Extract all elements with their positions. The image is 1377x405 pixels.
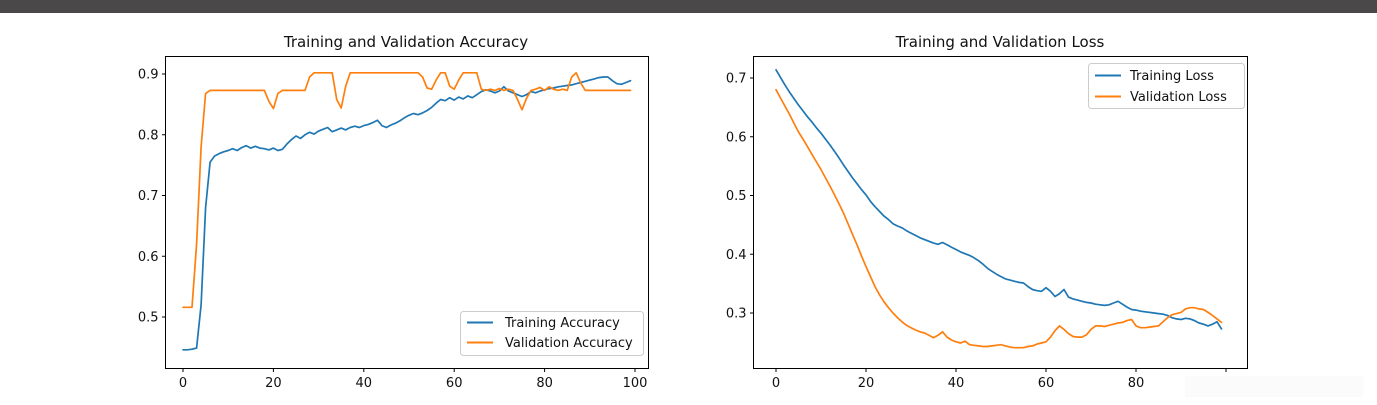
series-line-validation-loss bbox=[775, 88, 1223, 349]
legend-label: Validation Accuracy bbox=[505, 336, 633, 351]
y-tick-label: 0.8 bbox=[138, 128, 159, 143]
x-tick-label: 40 bbox=[948, 376, 965, 391]
x-tick-label: 40 bbox=[356, 376, 373, 391]
x-tick-label: 80 bbox=[1128, 376, 1145, 391]
y-tick-label: 0.5 bbox=[138, 311, 159, 326]
plot-border bbox=[753, 56, 1248, 369]
y-tick-label: 0.3 bbox=[726, 307, 747, 322]
y-tick-label: 0.5 bbox=[726, 189, 747, 204]
y-tick-label: 0.6 bbox=[138, 250, 159, 265]
series-line-training-loss bbox=[775, 68, 1223, 330]
y-tick-label: 0.6 bbox=[726, 130, 747, 145]
window-top-bar bbox=[0, 0, 1377, 13]
y-tick-label: 0.4 bbox=[726, 248, 747, 263]
y-tick-label: 0.7 bbox=[726, 72, 747, 87]
x-tick-label: 60 bbox=[1038, 376, 1055, 391]
accuracy-chart-title: Training and Validation Accuracy bbox=[283, 33, 529, 51]
x-tick-label: 100 bbox=[623, 376, 648, 391]
loss-chart-title: Training and Validation Loss bbox=[895, 33, 1105, 51]
series-line-validation-accuracy bbox=[182, 71, 632, 309]
x-tick-label: 80 bbox=[536, 376, 553, 391]
overlay-artifact bbox=[1185, 376, 1363, 397]
x-tick-label: 20 bbox=[265, 376, 282, 391]
legend-box bbox=[1088, 63, 1245, 109]
x-tick-label: 0 bbox=[772, 376, 780, 391]
chart-accuracy: 0 20 40 60 80 100 0.5 0.6 0.7 0.8 0.9 Training Accu… bbox=[138, 56, 649, 391]
plot-border bbox=[165, 56, 649, 369]
y-tick-label: 0.7 bbox=[138, 189, 159, 204]
legend-label: Validation Loss bbox=[1130, 90, 1227, 105]
y-tick-label: 0.9 bbox=[138, 68, 159, 83]
x-tick-label: 20 bbox=[858, 376, 875, 391]
legend-box bbox=[460, 311, 644, 356]
series-line-training-accuracy bbox=[182, 76, 632, 351]
x-tick-label: 60 bbox=[446, 376, 463, 391]
legend-label: Training Loss bbox=[1129, 69, 1214, 84]
legend-label: Training Accuracy bbox=[504, 316, 620, 331]
x-tick-label: 0 bbox=[179, 376, 187, 391]
chart-loss: 0 20 40 60 80 0.3 0.4 0.5 0.6 0.7 Training Loss Val… bbox=[726, 56, 1248, 391]
